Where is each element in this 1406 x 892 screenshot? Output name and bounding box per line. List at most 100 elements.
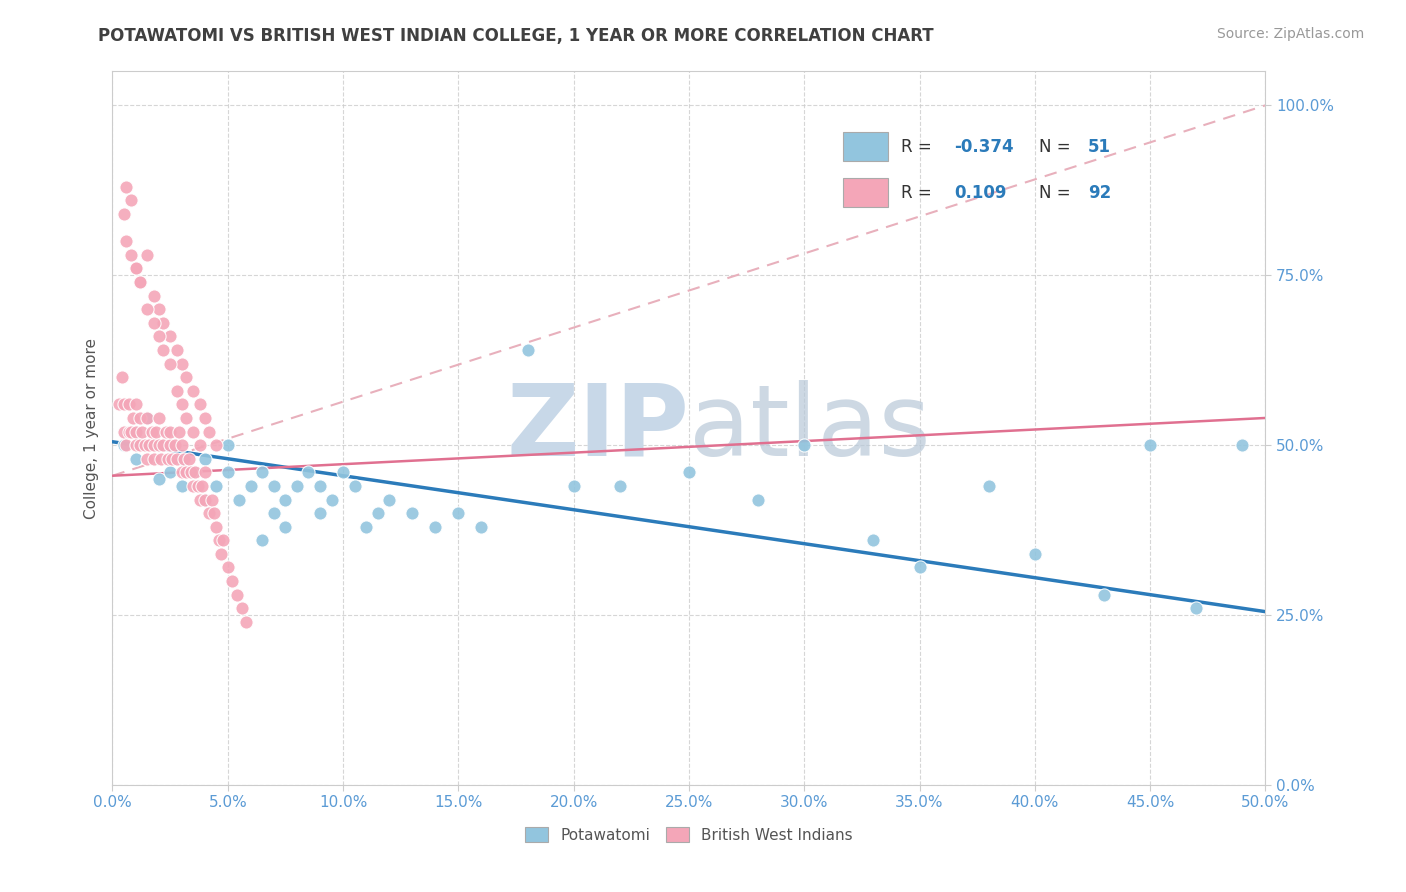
Point	[188, 438, 211, 452]
Point	[162, 451, 184, 466]
Point	[124, 261, 146, 276]
Point	[678, 466, 700, 480]
Point	[112, 438, 135, 452]
Point	[181, 479, 204, 493]
Point	[156, 451, 179, 466]
Point	[143, 316, 166, 330]
Point	[205, 438, 228, 452]
Text: 0.109: 0.109	[953, 184, 1007, 202]
Point	[309, 479, 332, 493]
Point	[181, 466, 204, 480]
Point	[252, 466, 274, 480]
Point	[862, 533, 884, 548]
Point	[235, 615, 257, 629]
Point	[148, 438, 170, 452]
Point	[274, 492, 297, 507]
Point	[201, 492, 224, 507]
Point	[194, 492, 217, 507]
Point	[209, 547, 232, 561]
Point	[297, 466, 319, 480]
Point	[124, 261, 146, 276]
Legend: Potawatomi, British West Indians: Potawatomi, British West Indians	[519, 821, 859, 848]
Point	[166, 384, 188, 398]
Point	[191, 479, 214, 493]
Point	[138, 438, 160, 452]
Point	[194, 492, 217, 507]
Text: POTAWATOMI VS BRITISH WEST INDIAN COLLEGE, 1 YEAR OR MORE CORRELATION CHART: POTAWATOMI VS BRITISH WEST INDIAN COLLEG…	[98, 27, 934, 45]
Point	[609, 479, 631, 493]
Point	[378, 492, 401, 507]
Point	[166, 451, 188, 466]
Point	[1139, 438, 1161, 452]
Point	[159, 425, 181, 439]
Point	[205, 479, 228, 493]
Point	[159, 438, 181, 452]
Point	[170, 479, 193, 493]
Point	[194, 451, 217, 466]
Point	[194, 466, 217, 480]
Point	[115, 180, 138, 194]
Point	[184, 466, 207, 480]
Point	[124, 425, 146, 439]
Point	[112, 207, 135, 221]
Point	[217, 438, 239, 452]
Point	[285, 479, 308, 493]
Point	[470, 519, 492, 533]
Point	[1232, 438, 1254, 452]
Text: R =: R =	[901, 184, 938, 202]
Point	[226, 588, 249, 602]
Point	[188, 492, 211, 507]
Point	[136, 451, 159, 466]
Point	[401, 506, 423, 520]
FancyBboxPatch shape	[842, 178, 889, 207]
Point	[217, 560, 239, 574]
Text: atlas: atlas	[689, 380, 931, 476]
Point	[136, 248, 159, 262]
Point	[131, 425, 153, 439]
Point	[111, 370, 134, 384]
Point	[129, 275, 152, 289]
Point	[143, 438, 166, 452]
Point	[120, 194, 142, 208]
Point	[793, 438, 815, 452]
Point	[141, 425, 163, 439]
Text: ZIP: ZIP	[506, 380, 689, 476]
Point	[274, 519, 297, 533]
Text: 92: 92	[1088, 184, 1111, 202]
Point	[120, 425, 142, 439]
Text: N =: N =	[1039, 184, 1076, 202]
Point	[148, 329, 170, 343]
Point	[152, 438, 174, 452]
Point	[425, 519, 447, 533]
Point	[174, 370, 197, 384]
Point	[170, 357, 193, 371]
Point	[149, 451, 172, 466]
Point	[170, 451, 193, 466]
Point	[354, 519, 377, 533]
Point	[207, 533, 229, 548]
Point	[321, 492, 343, 507]
Point	[145, 425, 167, 439]
Point	[108, 397, 131, 411]
Point	[170, 397, 193, 411]
Point	[163, 438, 186, 452]
Point	[228, 492, 250, 507]
Point	[117, 425, 139, 439]
Point	[159, 329, 181, 343]
Point	[170, 466, 193, 480]
Point	[205, 519, 228, 533]
Point	[194, 411, 217, 425]
Point	[177, 451, 200, 466]
Point	[148, 472, 170, 486]
Point	[263, 479, 285, 493]
Point	[516, 343, 538, 357]
Point	[115, 234, 138, 248]
Point	[173, 451, 195, 466]
Point	[174, 411, 197, 425]
Point	[169, 425, 191, 439]
Point	[124, 451, 146, 466]
Point	[112, 425, 135, 439]
Point	[112, 397, 135, 411]
Point	[217, 466, 239, 480]
Point	[908, 560, 931, 574]
